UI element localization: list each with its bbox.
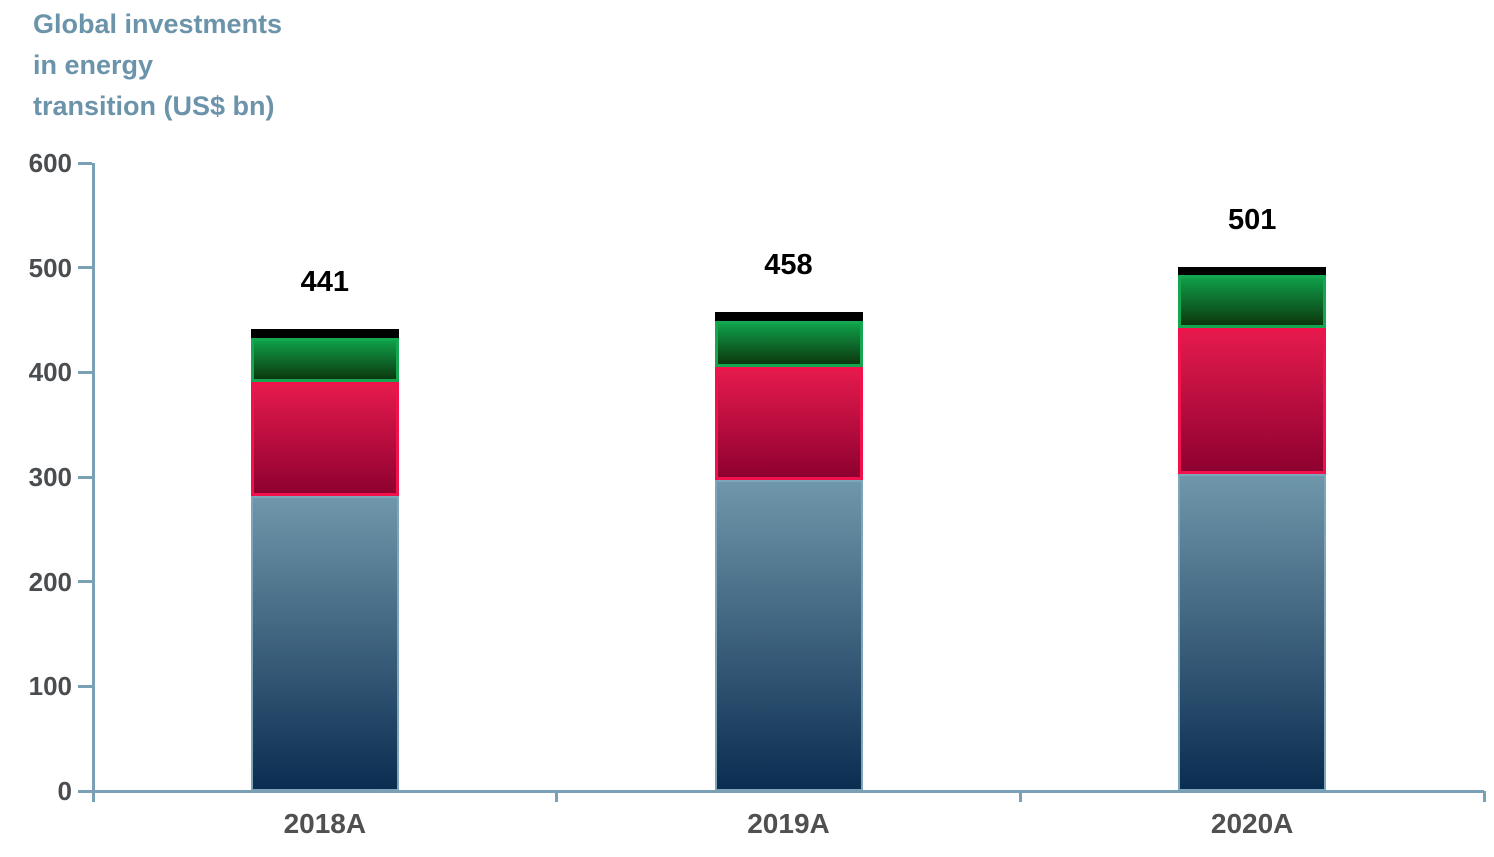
y-tick-line — [78, 370, 92, 374]
x-axis-line — [93, 789, 1484, 793]
chart-title: Global investments in energy transition … — [33, 9, 283, 121]
bar-segment-black-cap-segment — [714, 311, 863, 322]
bar-2018A: 441 — [250, 266, 399, 791]
y-tick-line — [78, 789, 92, 793]
bar-segment-green-gradient-segment — [714, 321, 863, 368]
bar-segment-black-cap-segment — [250, 329, 399, 338]
y-tick-line — [78, 580, 92, 584]
bar-segment-crimson-red-gradient-segment — [1178, 328, 1327, 474]
bar-segment-black-cap-segment — [1178, 266, 1327, 276]
y-tick-line — [78, 475, 92, 479]
y-tick-line — [78, 161, 92, 165]
x-tick-line — [91, 791, 95, 802]
x-category-label: 2020A — [1210, 808, 1294, 839]
x-category-label: 2018A — [283, 808, 367, 839]
y-tick-line — [78, 684, 92, 688]
bar-segment-crimson-red-gradient-segment — [714, 367, 863, 481]
x-tick-line — [1018, 791, 1022, 802]
y-tick-label: 500 — [28, 252, 72, 283]
y-tick-label: 0 — [57, 776, 72, 806]
bar-segment-crimson-red-gradient-segment — [250, 381, 399, 496]
bar-segment-green-gradient-segment — [1178, 275, 1327, 329]
x-tick-line — [1482, 791, 1486, 802]
bar-total-label: 458 — [764, 248, 813, 281]
bar-2019A: 458 — [714, 249, 863, 791]
plot-area: 0 100 200 300 400 500 600 441 458 501 2018A 2019A… — [29, 148, 1486, 839]
bar-segment-navy-blue-gradient-segment — [714, 480, 863, 791]
bar-segment-navy-blue-gradient-segment — [250, 495, 399, 791]
bar-segment-green-gradient-segment — [250, 337, 399, 382]
y-tick-label: 200 — [28, 566, 72, 597]
x-tick-line — [555, 791, 559, 802]
bar-2020A: 501 — [1178, 204, 1327, 791]
bar-total-label: 441 — [300, 266, 350, 299]
y-tick-label: 100 — [28, 671, 72, 702]
y-axis-line — [91, 163, 95, 802]
y-tick-line — [78, 266, 92, 270]
y-tick-label: 400 — [28, 357, 72, 388]
y-tick-label: 600 — [28, 148, 72, 178]
y-tick-label: 300 — [28, 462, 72, 492]
x-category-label: 2019A — [747, 808, 830, 839]
bar-segment-navy-blue-gradient-segment — [1178, 473, 1327, 791]
bar-total-label: 501 — [1227, 203, 1277, 236]
